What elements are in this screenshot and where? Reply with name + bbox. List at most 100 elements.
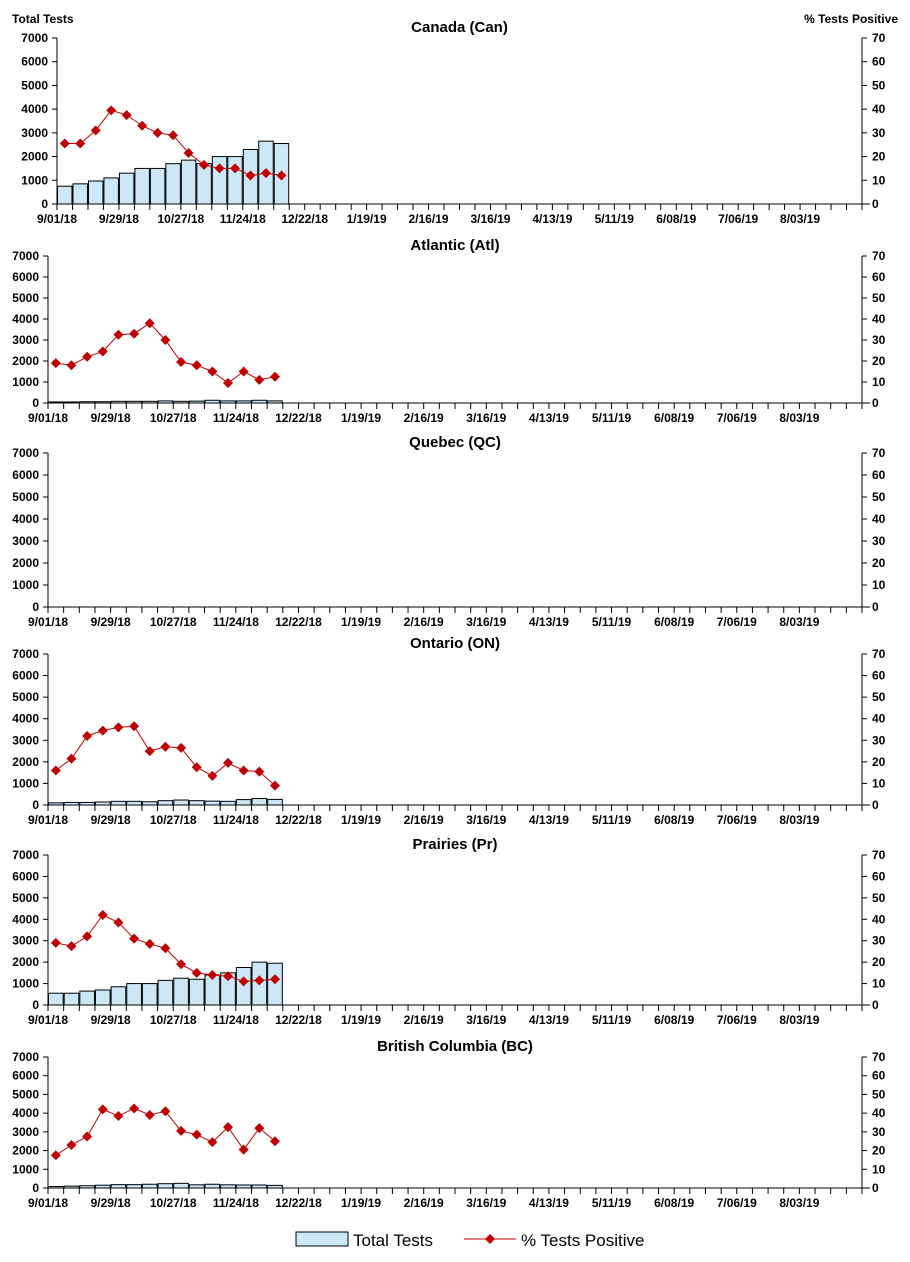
x-tick-label: 9/01/18 [28,411,68,425]
marker-pct-positive [129,328,140,339]
marker-pct-positive [168,130,179,141]
marker-pct-positive [50,765,61,776]
bar-total-tests [173,1182,189,1189]
y-right-tick-label: 30 [872,733,886,747]
x-tick-label: 5/11/19 [592,411,632,425]
marker-pct-positive [223,757,234,768]
marker-pct-positive [269,974,280,985]
bar-total-tests [157,1183,174,1189]
panel-0: Canada (Can) Total Tests % Tests Positive 0… [12,12,898,226]
x-tick-label: 8/03/19 [779,1013,819,1027]
y-right-tick-label: 70 [872,446,886,460]
x-tick-label: 12/22/18 [275,813,322,827]
marker-pct-positive [176,742,187,753]
x-tick-label: 2/16/19 [404,411,444,425]
x-tick-label: 12/22/18 [275,1013,322,1027]
y-right-tick-label: 50 [872,690,886,704]
panel-title: Ontario (ON) [410,635,500,652]
bar-total-tests [57,185,73,205]
marker-pct-positive [113,1110,124,1121]
marker-pct-positive [113,329,124,340]
panel-5: British Columbia (BC) 0 1000 2000 3000 4000 50… [12,1038,885,1210]
panel-title: Prairies (Pr) [412,836,497,853]
bar-total-tests [110,800,127,806]
x-tick-label: 6/08/19 [654,813,694,827]
y-right-tick-label: 40 [872,912,886,926]
x-tick-label: 9/29/18 [99,212,139,226]
y-right-tick-label: 30 [872,534,886,548]
marker-pct-positive [269,780,280,791]
marker-pct-positive [152,127,163,138]
marker-pct-positive [97,725,108,736]
y-right-tick-label: 40 [872,512,886,526]
x-tick-label: 1/19/19 [341,1196,381,1210]
bar-total-tests [110,986,127,1006]
y-right-tick-label: 70 [872,647,886,661]
bar-total-tests [48,992,64,1006]
y-left-tick-label: 7000 [12,647,39,661]
right-axis-title: % Tests Positive [804,12,898,26]
y-left-tick-label: 6000 [12,669,39,683]
y-right-tick-label: 50 [872,78,886,92]
x-tick-label: 6/08/19 [654,615,694,629]
y-right-tick-label: 20 [872,556,886,570]
marker-pct-positive [66,1139,77,1150]
marker-pct-positive [144,1110,155,1121]
x-tick-label: 6/08/19 [654,1013,694,1027]
marker-pct-positive [276,170,287,181]
x-tick-label: 3/16/19 [470,212,510,226]
marker-pct-positive [254,374,265,385]
x-tick-label: 5/11/19 [592,1013,632,1027]
marker-pct-positive [129,1103,140,1114]
y-right-tick-label: 10 [872,375,886,389]
y-right-tick-label: 30 [872,333,886,347]
bar-total-tests [87,180,104,205]
y-right-tick-label: 20 [872,1144,886,1158]
x-tick-label: 6/08/19 [654,1196,694,1210]
x-tick-label: 1/19/19 [341,813,381,827]
bar-total-tests [165,163,181,205]
y-left-tick-label: 0 [41,197,48,211]
y-left-tick-label: 4000 [12,712,39,726]
x-tick-label: 8/03/19 [780,212,820,226]
x-tick-label: 1/19/19 [341,1013,381,1027]
marker-pct-positive [137,120,148,131]
x-tick-label: 10/27/18 [150,1013,197,1027]
marker-pct-positive [144,938,155,949]
x-tick-label: 6/08/19 [654,411,694,425]
bar-total-tests [188,800,205,806]
y-left-tick-label: 6000 [12,270,39,284]
x-tick-label: 9/29/18 [91,615,131,629]
legend-label-pct-positive: % Tests Positive [521,1231,644,1250]
y-right-tick-label: 10 [872,173,886,187]
y-right-tick-label: 20 [872,354,886,368]
marker-pct-positive [66,360,77,371]
x-tick-label: 11/24/18 [213,1196,259,1210]
x-tick-label: 11/24/18 [220,212,266,226]
bar-total-tests [126,983,142,1006]
x-tick-label: 11/24/18 [213,1013,259,1027]
marker-pct-positive [75,138,86,149]
x-tick-label: 2/16/19 [409,212,449,226]
y-left-tick-label: 4000 [21,102,48,116]
marker-pct-positive [207,1137,218,1148]
legend-label-total-tests: Total Tests [353,1231,433,1250]
marker-pct-positive [238,1144,249,1155]
marker-pct-positive [269,371,280,382]
marker-pct-positive [59,138,70,149]
x-tick-label: 1/19/19 [347,212,387,226]
x-tick-label: 7/06/19 [717,813,757,827]
y-left-tick-label: 3000 [12,534,39,548]
y-right-tick-label: 10 [872,977,886,991]
y-left-tick-label: 5000 [12,1087,39,1101]
y-left-tick-label: 1000 [12,578,39,592]
x-tick-label: 11/24/18 [213,411,259,425]
marker-pct-positive [207,366,218,377]
marker-pct-positive [269,1136,280,1147]
y-left-tick-label: 4000 [12,1106,39,1120]
bar-total-tests [173,799,189,806]
marker-pct-positive [50,358,61,369]
y-left-tick-label: 6000 [12,869,39,883]
y-left-tick-label: 4000 [12,912,39,926]
marker-pct-positive [97,346,108,357]
